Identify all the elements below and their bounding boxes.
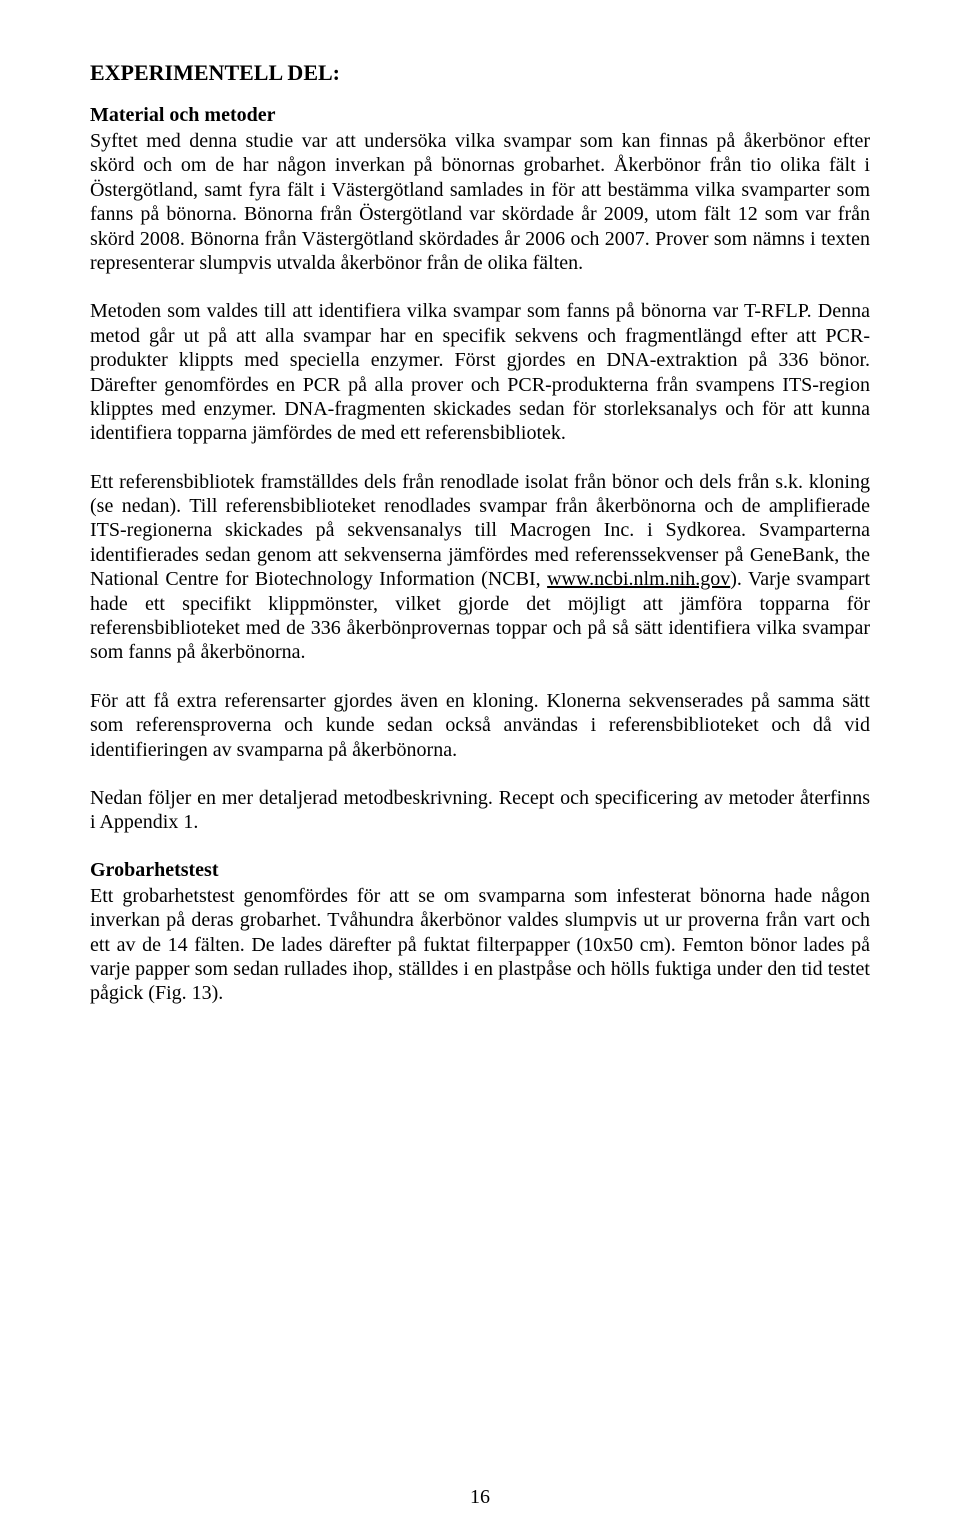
- body-paragraph: För att få extra referensarter gjordes ä…: [90, 689, 870, 762]
- section-heading-material: Material och metoder: [90, 104, 870, 127]
- body-paragraph-with-link: Ett referensbibliotek framställdes dels …: [90, 470, 870, 665]
- page-number: 16: [0, 1486, 960, 1509]
- body-paragraph: Syftet med denna studie var att undersök…: [90, 129, 870, 275]
- document-page: EXPERIMENTELL DEL: Material och metoder …: [0, 0, 960, 1537]
- main-heading: EXPERIMENTELL DEL:: [90, 60, 870, 86]
- body-paragraph: Ett grobarhetstest genomfördes för att s…: [90, 884, 870, 1006]
- section-heading-grobarhet: Grobarhetstest: [90, 859, 870, 882]
- body-paragraph: Nedan följer en mer detaljerad metodbesk…: [90, 786, 870, 835]
- body-paragraph: Metoden som valdes till att identifiera …: [90, 299, 870, 445]
- ncbi-link[interactable]: www.ncbi.nlm.nih.gov: [547, 568, 730, 590]
